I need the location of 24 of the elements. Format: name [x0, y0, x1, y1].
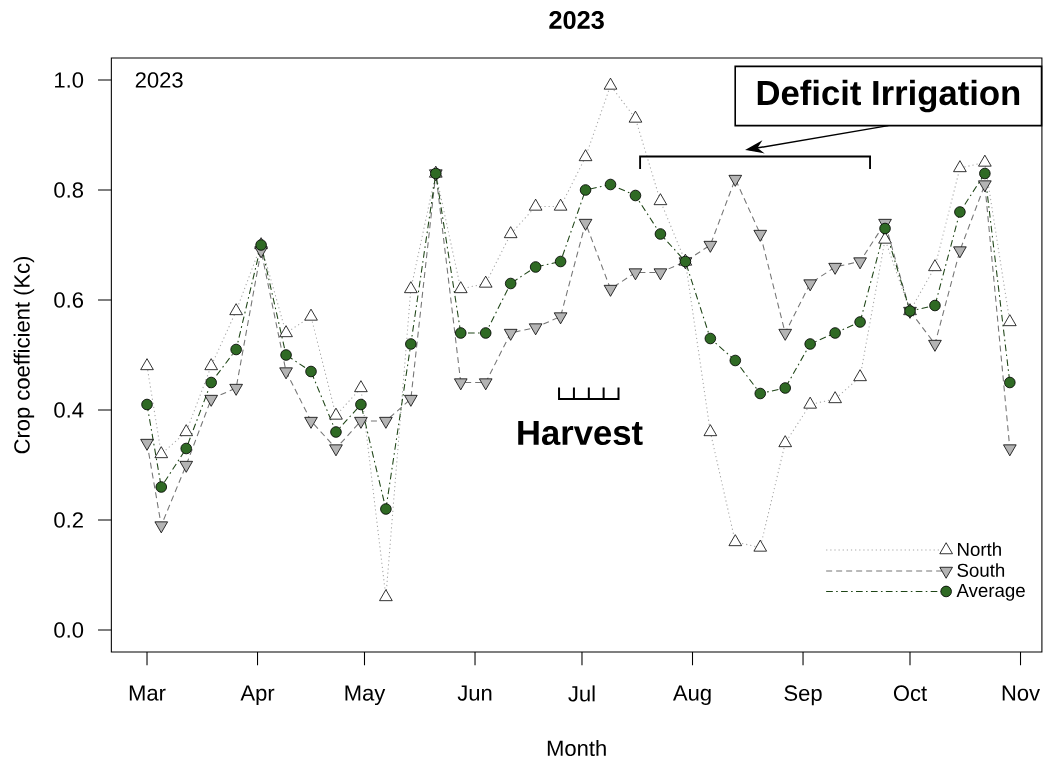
- x-tick-label: Nov: [1002, 685, 1040, 701]
- x-tick-label: Jul: [568, 685, 595, 702]
- y-tick-label: 0.6: [54, 292, 84, 308]
- x-tick-label: Mar: [129, 685, 166, 701]
- x-tick-label: Jun: [457, 685, 492, 701]
- annotation: 2023: [135, 72, 183, 88]
- y-axis-title: Crop coefficient (Kc): [13, 256, 35, 454]
- y-tick-label: 0.4: [54, 402, 84, 418]
- x-tick-label: May: [345, 685, 386, 706]
- x-tick-label: Apr: [240, 685, 275, 706]
- y-tick-label: 0.2: [54, 512, 83, 528]
- y-tick-label: 1.0: [55, 72, 84, 88]
- legend-label: North: [958, 542, 1001, 557]
- y-tick-label: 0.0: [54, 622, 84, 638]
- legend-label: Average: [956, 584, 1025, 601]
- x-tick-label: Aug: [672, 685, 711, 706]
- legend-label: South: [957, 563, 1005, 577]
- chart-title: 2023: [549, 11, 604, 29]
- x-tick-label: Sep: [784, 685, 822, 706]
- x-tick-label: Oct: [893, 685, 927, 701]
- annotation: Deficit Irrigation: [757, 79, 1020, 113]
- y-tick-label: 0.8: [54, 182, 84, 198]
- x-axis-title: Month: [547, 739, 606, 757]
- annotation: Harvest: [518, 420, 643, 446]
